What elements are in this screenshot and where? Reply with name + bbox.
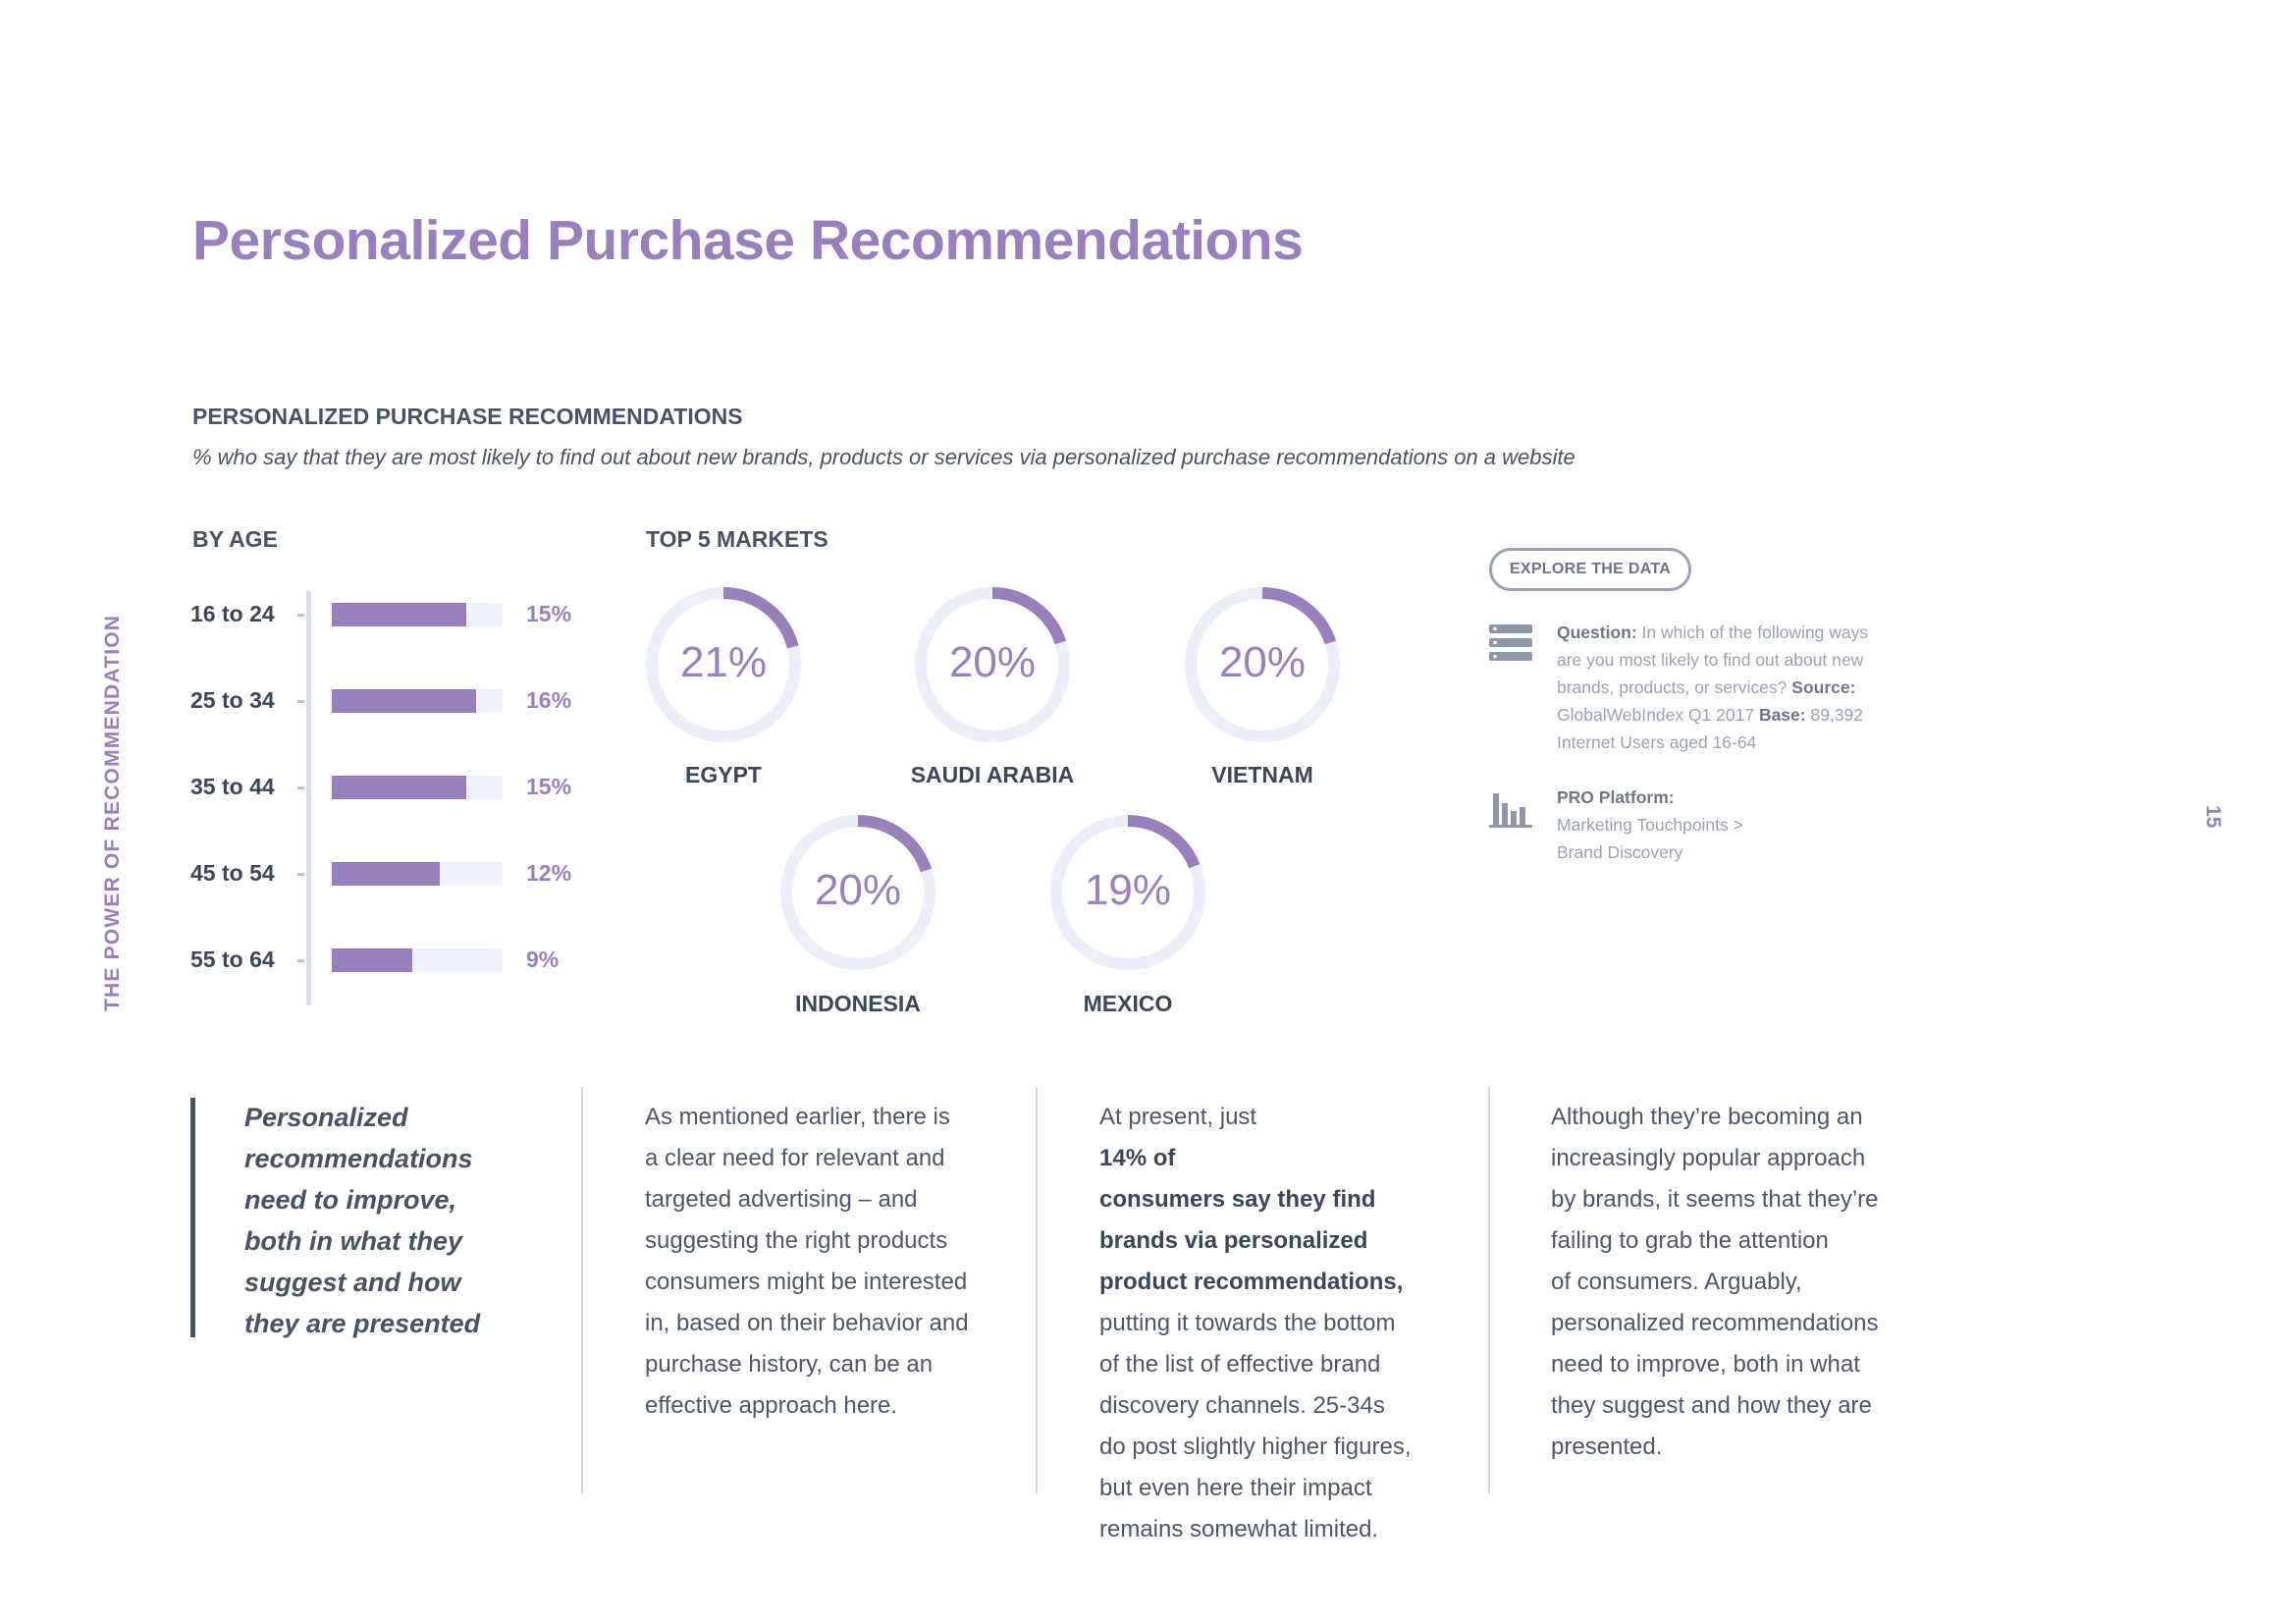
question-line-3: brands, products, or services? Source: (1557, 677, 1856, 697)
market-name-label: SAUDI ARABIA (910, 762, 1075, 787)
quote-bar (190, 1098, 195, 1337)
age-tick (297, 959, 304, 962)
age-tick (297, 700, 304, 703)
bar (332, 776, 466, 799)
age-label: 25 to 34 (190, 687, 275, 713)
market-value-label: 21% (679, 638, 768, 686)
donut-slice (1127, 815, 1201, 869)
age-chart-axis (306, 591, 311, 1005)
pro-platform-note: PRO Platform: Marketing Touchpoints > Br… (1557, 784, 1743, 866)
pull-quote: Personalized recommendations need to imp… (244, 1103, 481, 1338)
by-age-heading: BY AGE (192, 526, 278, 552)
age-tick (297, 786, 304, 789)
bar (332, 862, 440, 886)
server-icon (1489, 624, 1532, 669)
age-label: 55 to 64 (190, 947, 275, 972)
market-donut (646, 587, 801, 742)
donut-slice (991, 587, 1067, 645)
side-section-label: THE POWER OF RECOMMENDATION (101, 614, 124, 1011)
donut-slice (1261, 587, 1337, 645)
column-divider (581, 1087, 583, 1493)
page-number: 15 (2202, 805, 2224, 829)
question-line-1: Question: In which of the following ways (1557, 623, 1869, 642)
body-column-3: Although they’re becoming an increasingl… (1551, 1104, 1879, 1460)
bar (332, 689, 476, 713)
market-value-label: 20% (814, 866, 902, 914)
top-markets-heading: TOP 5 MARKETS (646, 526, 828, 552)
market-name-label: MEXICO (1083, 991, 1173, 1016)
market-value-label: 20% (948, 638, 1037, 686)
question-line-2: are you most likely to find out about ne… (1557, 650, 1864, 670)
chart-section-subtitle: % who say that they are most likely to f… (192, 445, 1575, 469)
bar (332, 603, 466, 626)
body-column-1: As mentioned earlier, there is a clear n… (645, 1104, 969, 1419)
market-donut (780, 815, 935, 970)
pro-platform-link-2[interactable]: Brand Discovery (1557, 842, 1683, 862)
age-label: 16 to 24 (190, 601, 275, 626)
market-name-label: VIETNAM (1211, 762, 1313, 787)
body-column-2: At present, just 14% of consumers say th… (1099, 1104, 1412, 1543)
pro-platform-label: PRO Platform: (1557, 787, 1675, 807)
age-tick (297, 873, 304, 876)
market-donut (915, 587, 1070, 742)
age-tick (297, 614, 304, 617)
bar-value-label: 16% (526, 687, 572, 713)
question-line-5: Internet Users aged 16-64 (1557, 732, 1757, 752)
bar (332, 948, 412, 972)
question-note: Question: In which of the following ways… (1557, 619, 1868, 756)
pro-platform-link-1[interactable]: Marketing Touchpoints > (1557, 815, 1743, 835)
market-donut (1050, 815, 1205, 970)
market-name-label: EGYPT (685, 762, 762, 787)
explore-data-button[interactable]: EXPLORE THE DATA (1489, 548, 1691, 591)
donut-slice (722, 587, 799, 649)
market-value-label: 20% (1218, 638, 1307, 686)
market-value-label: 19% (1084, 866, 1172, 914)
bar-value-label: 12% (526, 860, 572, 886)
column-divider (1488, 1087, 1490, 1493)
question-line-4: GlobalWebIndex Q1 2017 Base: 89,392 (1557, 705, 1863, 725)
donut-slice (857, 815, 933, 873)
chart-section-heading: PERSONALIZED PURCHASE RECOMMENDATIONS (192, 404, 743, 429)
age-label: 35 to 44 (190, 774, 275, 799)
bar-chart-icon (1489, 791, 1532, 834)
bar-value-label: 9% (526, 947, 560, 972)
page-title: Personalized Purchase Recommendations (192, 209, 1304, 272)
bar-value-label: 15% (526, 601, 572, 626)
bar-value-label: 15% (526, 774, 572, 799)
age-label: 45 to 54 (190, 860, 275, 886)
market-donut (1185, 587, 1340, 742)
column-divider (1036, 1087, 1038, 1493)
market-name-label: INDONESIA (795, 991, 921, 1016)
